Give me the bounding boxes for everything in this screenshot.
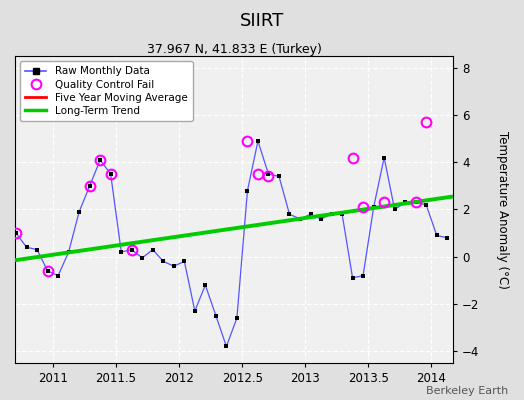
Text: SIIRT: SIIRT	[240, 12, 284, 30]
Y-axis label: Temperature Anomaly (°C): Temperature Anomaly (°C)	[496, 130, 509, 288]
Text: Berkeley Earth: Berkeley Earth	[426, 386, 508, 396]
Title: 37.967 N, 41.833 E (Turkey): 37.967 N, 41.833 E (Turkey)	[147, 43, 321, 56]
Legend: Raw Monthly Data, Quality Control Fail, Five Year Moving Average, Long-Term Tren: Raw Monthly Data, Quality Control Fail, …	[20, 61, 192, 121]
